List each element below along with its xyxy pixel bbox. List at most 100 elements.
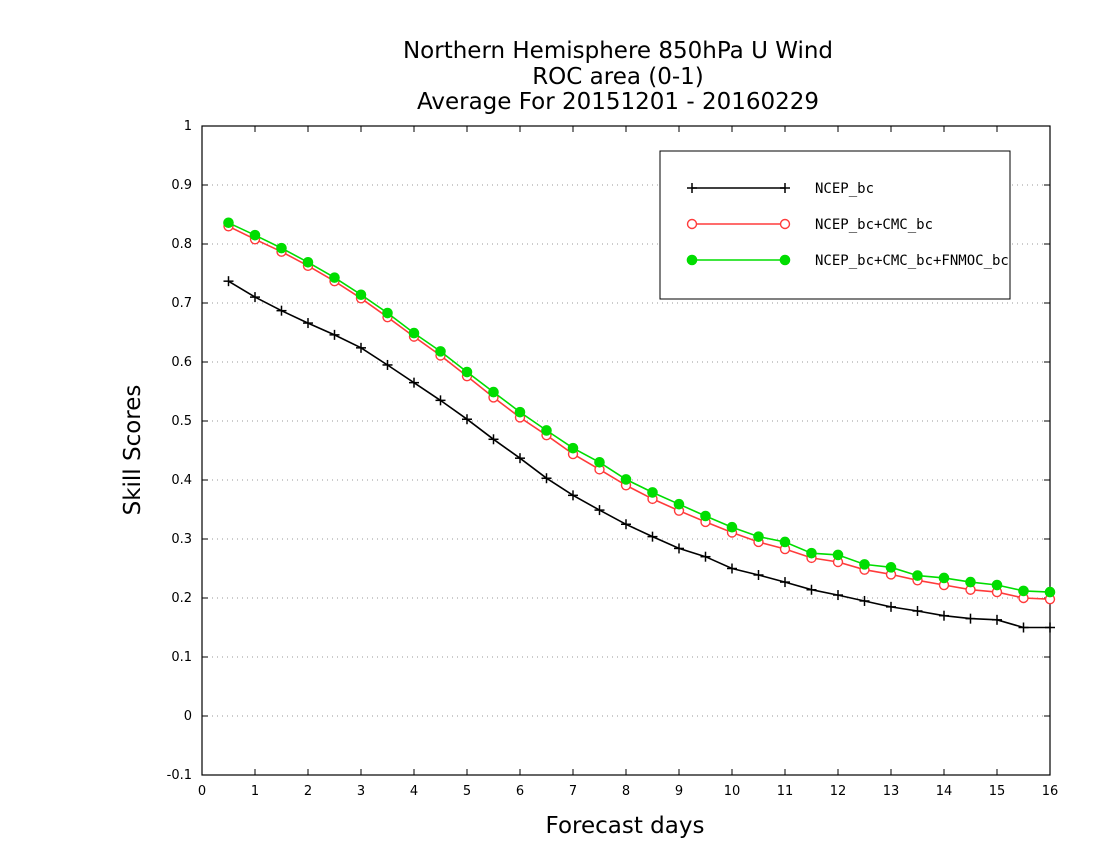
series-0-point-26 — [912, 605, 923, 616]
x-tick-label-16: 16 — [1042, 784, 1059, 799]
x-tick-label-15: 15 — [989, 784, 1006, 799]
chart-title-line-3: Average For 20151201 - 20160229 — [417, 89, 819, 115]
series-0-point-17 — [674, 543, 684, 554]
chart-title-line-1: Northern Hemisphere 850hPa U Wind — [403, 38, 833, 64]
x-tick-label-7: 7 — [569, 784, 577, 799]
series-0-point-22 — [806, 584, 817, 595]
series-line-0 — [228, 280, 1050, 629]
series-2-point-17 — [673, 498, 685, 510]
series-0-point-29 — [992, 614, 1002, 625]
series-2-point-1 — [249, 229, 261, 241]
series-0-point-27 — [939, 610, 949, 621]
legend-items: NCEP_bc NCEP_bc+CMC_bc NCEP_bc+CMC_bc+FNMO… — [686, 181, 1009, 269]
y-axis-ticks: -0.1 0 0.1 0.2 0.3 0.4 0.5 0.6 0.7 0.8 0.9 1 — [167, 119, 1050, 783]
y-tick-label-3: 0.2 — [171, 591, 192, 606]
x-tick-label-3: 3 — [357, 784, 365, 799]
series-2-point-0 — [223, 217, 234, 229]
series-0-point-8 — [435, 395, 446, 406]
series-lines — [223, 217, 1056, 633]
series-0-point-24 — [859, 595, 870, 606]
series-2-point-10 — [488, 386, 499, 398]
legend-label-1: NCEP_bc+CMC_bc — [815, 217, 933, 233]
y-tick-label-5: 0.4 — [171, 473, 192, 488]
series-2-point-18 — [700, 510, 711, 522]
y-tick-label-8: 0.7 — [171, 296, 192, 311]
series-2-point-23 — [832, 549, 844, 561]
x-tick-label-1: 1 — [251, 784, 259, 799]
y-tick-label-4: 0.3 — [171, 532, 192, 547]
legend-item-0: NCEP_bc — [687, 181, 874, 197]
series-0-point-20 — [753, 569, 764, 580]
legend-label-0: NCEP_bc — [815, 181, 874, 197]
series-0-point-31 — [1045, 622, 1055, 633]
series-2-point-9 — [461, 366, 473, 378]
series-0-point-19 — [727, 563, 737, 574]
series-0-point-3 — [303, 318, 313, 329]
legend-marker-start-2 — [686, 254, 698, 266]
series-2-point-30 — [1018, 585, 1029, 597]
series-2-point-12 — [541, 425, 552, 436]
x-axis-title: Forecast days — [546, 813, 705, 839]
series-2-point-29 — [991, 579, 1003, 591]
series-2-point-19 — [726, 521, 738, 533]
series-0-point-12 — [541, 473, 552, 484]
series-0-point-11 — [515, 453, 525, 464]
x-tick-label-10: 10 — [724, 784, 741, 799]
series-0-point-13 — [568, 490, 578, 501]
y-tick-label-10: 0.9 — [171, 178, 192, 193]
series-0-point-7 — [409, 377, 419, 388]
series-2-point-15 — [620, 474, 632, 485]
series-2 — [223, 217, 1056, 598]
series-0-point-2 — [276, 305, 287, 316]
series-2-point-26 — [912, 570, 923, 581]
legend-item-2: NCEP_bc+CMC_bc+FNMOC_bc — [686, 253, 1009, 269]
series-2-point-16 — [647, 487, 658, 498]
x-tick-label-6: 6 — [516, 784, 524, 799]
series-0-point-5 — [356, 342, 366, 353]
y-tick-label-0: -0.1 — [167, 768, 192, 783]
series-0-point-0 — [223, 276, 234, 287]
x-tick-label-2: 2 — [304, 784, 312, 799]
series-0 — [223, 276, 1055, 633]
series-0-point-28 — [965, 613, 976, 624]
legend-item-1: NCEP_bc+CMC_bc — [686, 217, 933, 233]
series-0-point-6 — [382, 359, 393, 370]
series-0-point-1 — [250, 292, 260, 303]
series-2-point-24 — [859, 559, 870, 570]
series-2-point-25 — [885, 562, 897, 573]
y-tick-label-11: 1 — [184, 119, 192, 134]
series-0-point-21 — [780, 577, 790, 588]
legend-marker-end-0 — [780, 183, 790, 193]
series-2-point-28 — [965, 576, 976, 588]
x-tick-label-14: 14 — [936, 784, 953, 799]
series-2-point-4 — [329, 272, 340, 283]
series-2-point-2 — [276, 242, 287, 254]
legend-marker-end-1 — [779, 218, 791, 230]
series-0-point-30 — [1018, 622, 1029, 633]
y-tick-label-7: 0.6 — [171, 355, 192, 370]
series-0-point-4 — [329, 329, 340, 340]
series-0-point-16 — [647, 531, 658, 542]
legend-box — [659, 150, 1011, 300]
x-tick-label-5: 5 — [463, 784, 471, 799]
legend-marker-end-2 — [779, 254, 791, 266]
y-axis-title: Skill Scores — [120, 385, 146, 516]
series-2-point-27 — [938, 572, 950, 584]
series-0-point-10 — [488, 434, 499, 445]
y-tick-label-1: 0 — [184, 709, 192, 724]
series-2-point-21 — [779, 536, 791, 548]
series-2-point-20 — [753, 531, 764, 542]
legend-label-2: NCEP_bc+CMC_bc+FNMOC_bc — [815, 253, 1009, 269]
series-0-point-15 — [621, 519, 631, 530]
series-0-point-18 — [700, 551, 711, 562]
x-tick-label-12: 12 — [830, 784, 847, 799]
series-2-point-31 — [1044, 586, 1056, 598]
series-0-point-14 — [594, 505, 605, 516]
y-tick-label-6: 0.5 — [171, 414, 192, 429]
series-2-point-14 — [594, 457, 605, 468]
x-tick-label-8: 8 — [622, 784, 630, 799]
series-0-point-25 — [886, 601, 896, 612]
x-tick-label-0: 0 — [198, 784, 206, 799]
chart-title: Northern Hemisphere 850hPa U Wind ROC ar… — [403, 38, 833, 115]
